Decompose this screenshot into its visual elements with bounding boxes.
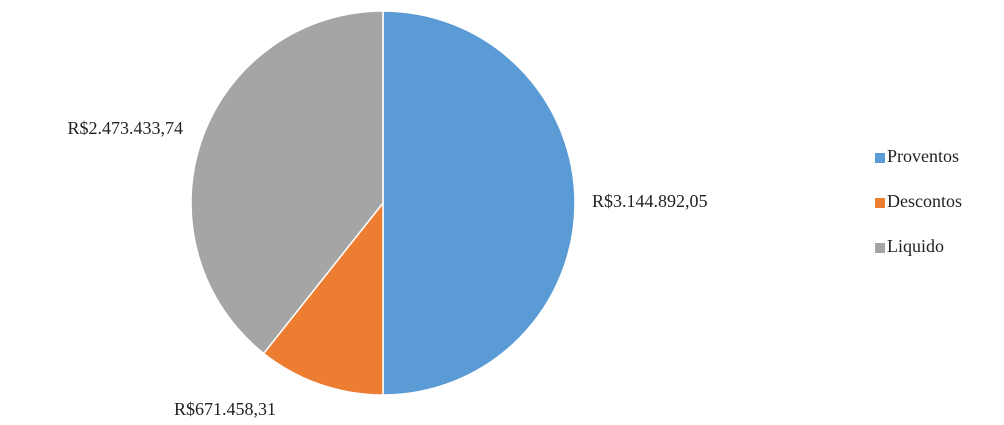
legend-swatch: [875, 243, 885, 253]
data-label: R$671.458,31: [174, 399, 276, 419]
legend-swatch: [875, 153, 885, 163]
legend-swatch: [875, 198, 885, 208]
data-label: R$3.144.892,05: [592, 191, 708, 211]
pie-slice: [262, 200, 384, 396]
legend-label: Liquido: [887, 236, 944, 256]
legend-label: Proventos: [887, 146, 959, 166]
pie-slice: [190, 10, 384, 355]
data-label: R$2.473.433,74: [67, 118, 183, 138]
pie-slice: [382, 10, 576, 396]
legend-label: Descontos: [887, 191, 962, 211]
